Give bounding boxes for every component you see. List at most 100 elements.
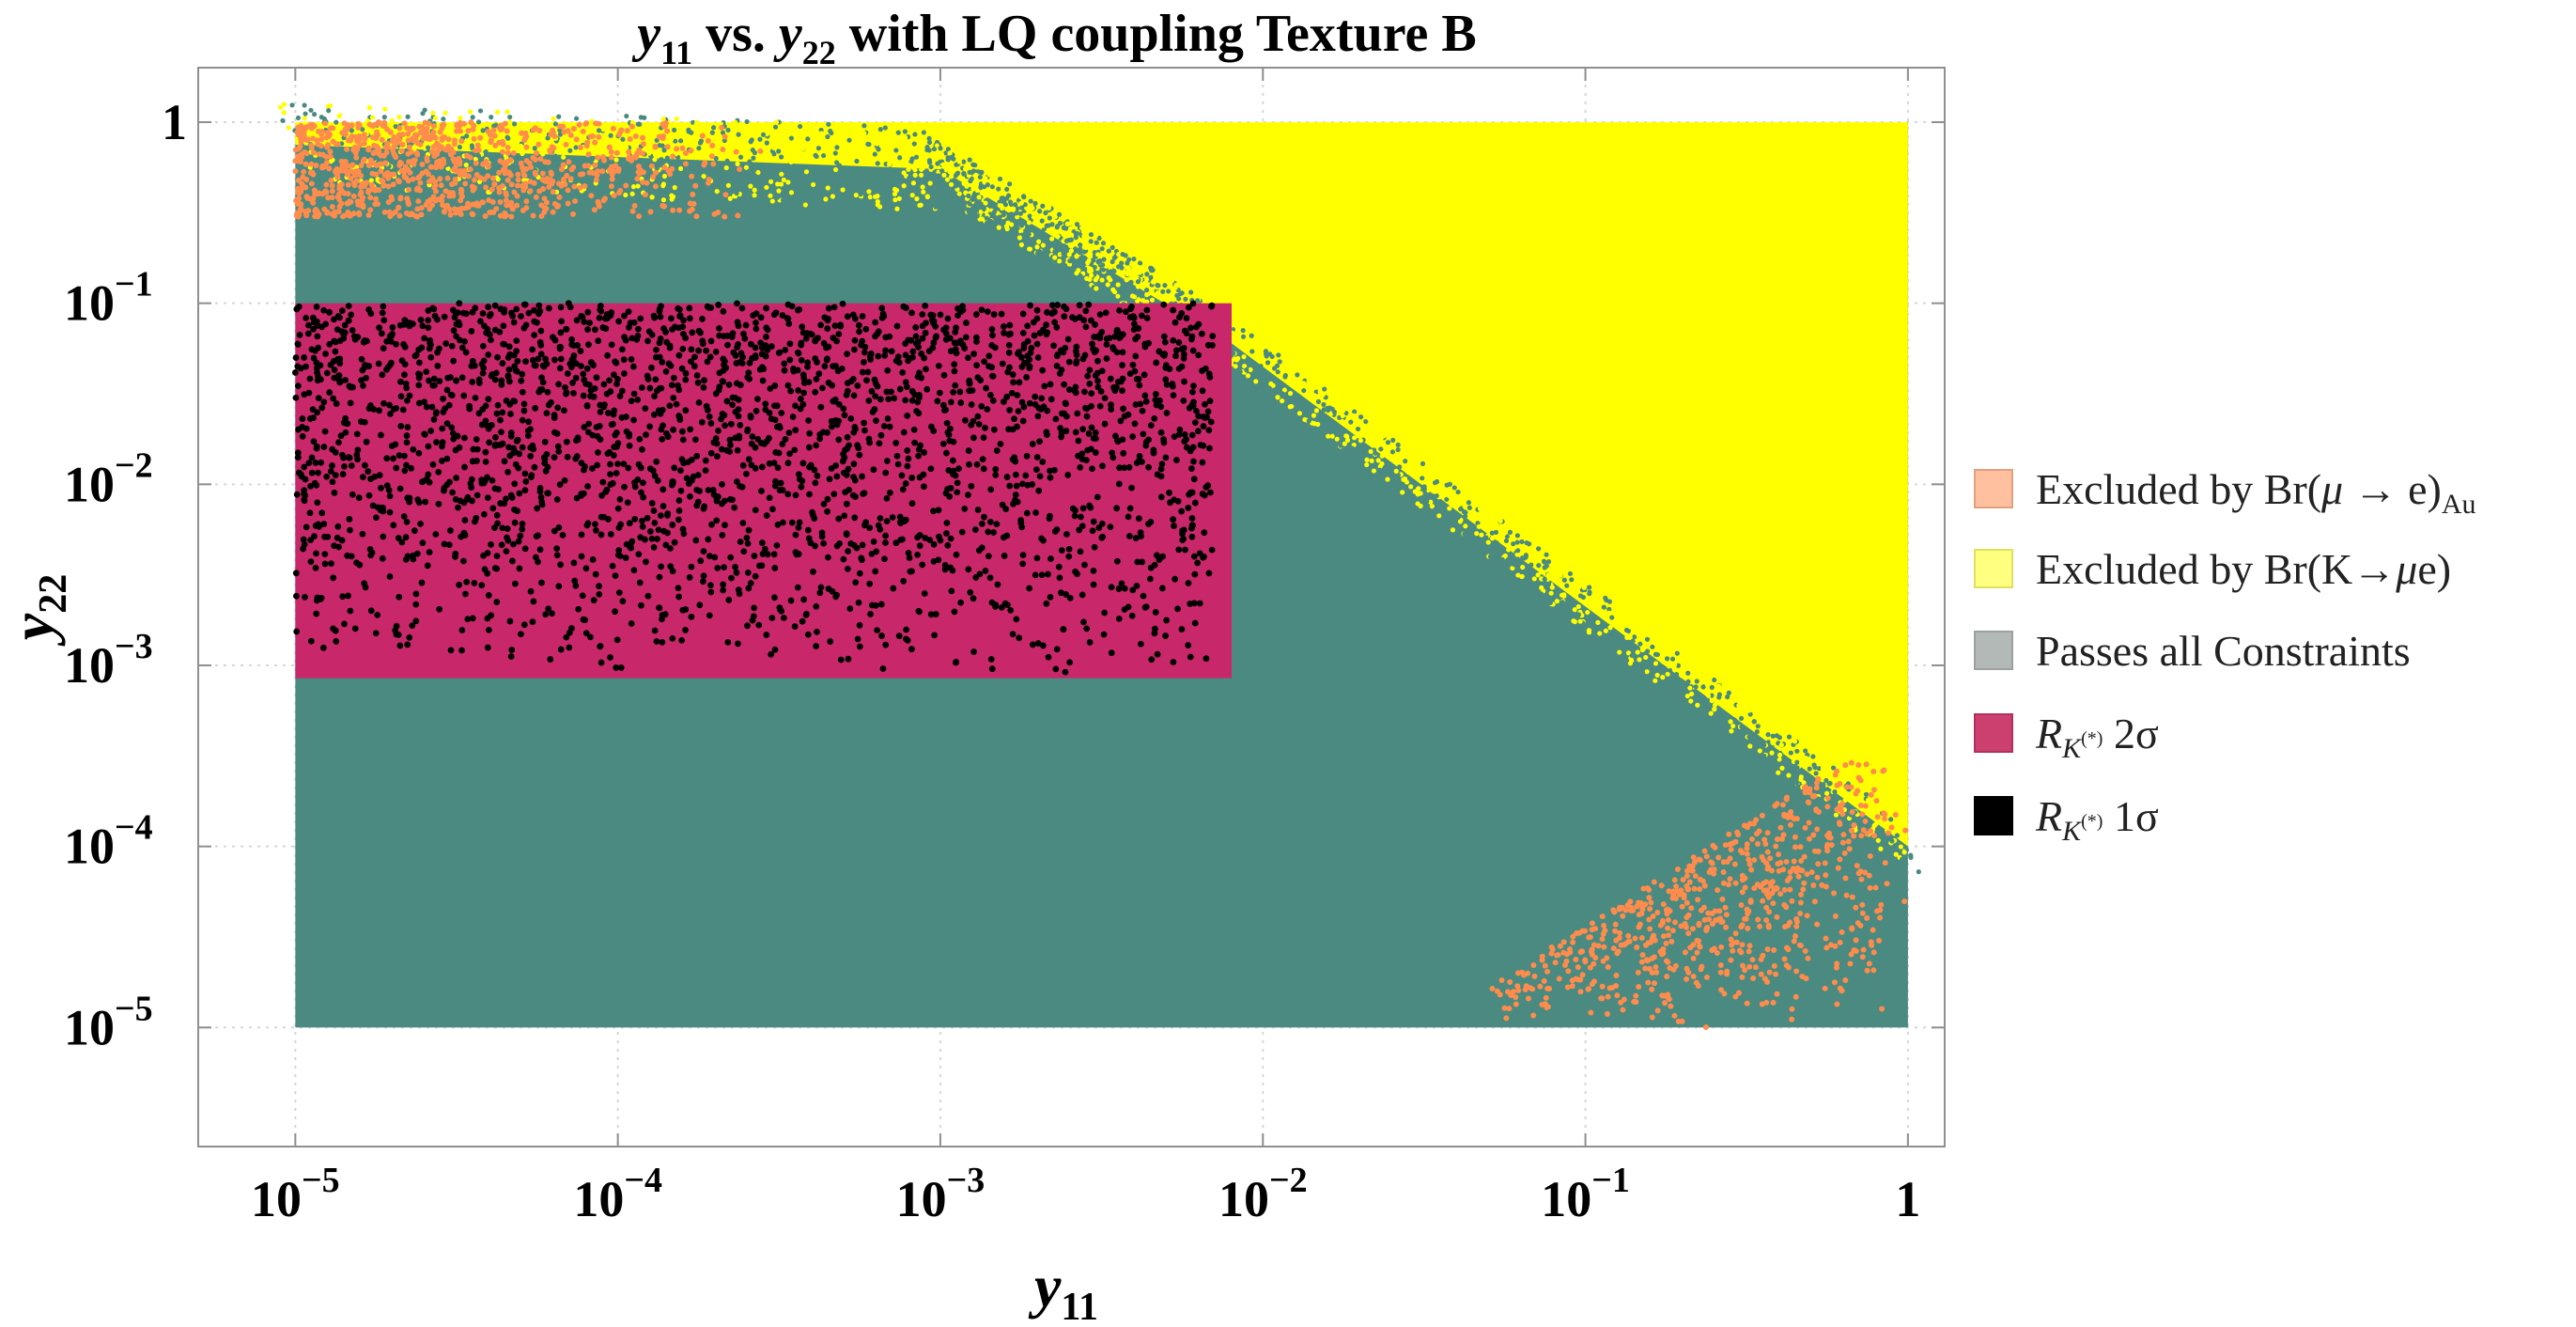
mue-excluded-point [1744,1000,1750,1007]
rk-1sigma-point [417,521,424,527]
rk-1sigma-point [308,346,316,353]
mue-excluded-point [437,176,443,182]
rk-1sigma-point [1036,473,1044,480]
mue-excluded-point [303,209,309,215]
mue-excluded-point [567,176,574,182]
rk-1sigma-point [585,341,592,349]
mue-excluded-point [628,157,635,164]
boundary-point [1182,286,1187,291]
mue-excluded-point [1877,907,1884,913]
boundary-point [1483,535,1489,540]
boundary-point [1458,507,1464,512]
mue-excluded-point [1640,885,1647,892]
mue-excluded-point [323,181,330,188]
mue-excluded-point [1858,876,1865,882]
boundary-point [952,178,957,183]
mue-excluded-point [420,135,427,142]
mue-excluded-point [592,162,598,168]
boundary-point [957,175,963,180]
rk-1sigma-point [333,400,340,407]
boundary-point [990,220,996,226]
boundary-point [1629,652,1635,659]
mue-excluded-point [1870,787,1877,793]
boundary-point [1520,564,1526,570]
boundary-point [1124,277,1129,283]
mue-excluded-point [1799,867,1806,874]
mue-excluded-point [1725,882,1731,888]
boundary-point [1474,531,1480,537]
boundary-point [318,115,324,120]
boundary-point [1340,418,1345,424]
boundary-point [1777,752,1783,757]
boundary-point [889,123,895,129]
boundary-point [742,139,748,145]
rk-1sigma-point [1156,348,1163,355]
rk-1sigma-point [1196,600,1203,607]
mue-excluded-point [609,176,615,182]
mue-excluded-point [636,213,643,220]
rk-1sigma-point [637,315,644,322]
rk-1sigma-point [1036,438,1043,445]
boundary-point [1908,854,1914,861]
boundary-point [1916,869,1921,875]
rk-1sigma-point [396,485,404,492]
rk-1sigma-point [530,598,537,605]
boundary-point [1046,205,1052,211]
mue-excluded-point [1570,939,1576,945]
mue-excluded-point [1776,851,1782,858]
rk-1sigma-point [478,421,486,429]
boundary-point [1575,612,1582,617]
mue-excluded-point [1539,957,1545,963]
mue-excluded-point [1588,948,1594,955]
mue-excluded-point [437,158,443,164]
mue-excluded-point [467,166,473,173]
boundary-point [1009,231,1015,238]
boundary-point [1357,419,1362,425]
mue-excluded-point [1689,867,1696,874]
boundary-point [1036,213,1042,219]
mue-excluded-point [470,187,476,194]
rk-1sigma-point [615,547,623,554]
boundary-point [475,119,482,125]
rk-1sigma-point [1169,381,1176,387]
mue-excluded-point [1876,937,1883,944]
mue-excluded-point [431,134,438,141]
mue-excluded-point [489,209,495,215]
mue-excluded-point [1684,872,1690,879]
mue-excluded-point [715,210,722,216]
rk-1sigma-point [1121,464,1128,472]
boundary-point [1726,690,1731,695]
mue-excluded-point [1702,1024,1709,1031]
boundary-point [1063,232,1069,238]
boundary-point [281,101,287,107]
boundary-point [751,178,756,184]
boundary-point [1249,333,1254,338]
boundary-point [1385,451,1390,457]
boundary-point [954,197,960,204]
boundary-point [1092,264,1097,271]
mue-excluded-point [519,164,525,171]
boundary-point [1128,279,1134,285]
boundary-point [912,172,918,178]
rk-1sigma-point [577,348,584,354]
mue-excluded-point [1636,899,1642,906]
rk-1sigma-point [519,416,526,424]
boundary-point [1395,442,1401,447]
mue-excluded-point [1819,882,1825,888]
mue-excluded-point [1750,976,1757,982]
mue-excluded-point [464,152,471,159]
boundary-point [1079,238,1086,243]
boundary-point [1028,198,1033,204]
rk-1sigma-point [408,464,415,472]
boundary-point [1667,667,1673,673]
boundary-point [1093,233,1098,239]
mue-excluded-point [1591,942,1597,948]
rk-1sigma-point [877,396,884,403]
boundary-point [1100,267,1107,273]
rk-1sigma-point [707,337,715,345]
boundary-point [540,151,546,157]
rk-1sigma-point [1051,528,1059,535]
boundary-point [997,176,1003,182]
boundary-point [862,156,868,162]
boundary-point [1395,446,1401,453]
